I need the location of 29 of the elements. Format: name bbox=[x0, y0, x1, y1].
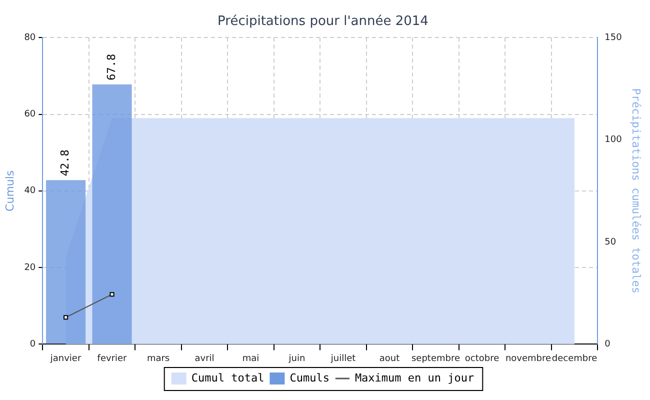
x-tick-label: juillet bbox=[330, 354, 356, 364]
legend-label: Maximum en un jour bbox=[354, 371, 475, 384]
y-tick-label: 20 bbox=[24, 262, 36, 273]
x-tick-label: juin bbox=[288, 354, 306, 364]
x-tick-label: decembre bbox=[552, 354, 598, 364]
y-axis-title: Cumuls bbox=[3, 170, 16, 212]
x-tick-label: octobre bbox=[464, 354, 500, 364]
legend-label: Cumul total bbox=[191, 371, 264, 384]
y2-tick-label: 100 bbox=[604, 135, 622, 146]
x-tick-label: septembre bbox=[411, 354, 460, 364]
y2-tick-label: 150 bbox=[604, 32, 622, 43]
data-label: 67.8 bbox=[104, 54, 118, 80]
data-label: 42.8 bbox=[58, 150, 72, 176]
y-tick-label: 0 bbox=[30, 340, 36, 350]
y2-tick-label: 0 bbox=[604, 340, 611, 350]
x-tick-label: avril bbox=[194, 354, 214, 364]
y2-axis-title: Précipitations cumulées totales bbox=[630, 88, 643, 294]
legend-label: Cumuls bbox=[290, 371, 330, 384]
y-tick-label: 60 bbox=[24, 110, 36, 120]
y-tick-label: 80 bbox=[24, 32, 36, 43]
x-tick-label: mai bbox=[242, 354, 260, 364]
x-tick-label: fevrier bbox=[97, 354, 128, 364]
x-tick-label: janvier bbox=[49, 354, 82, 364]
x-tick-label: aout bbox=[379, 354, 400, 364]
y2-tick-label: 50 bbox=[604, 237, 616, 248]
chart-title: Précipitations pour l'année 2014 bbox=[218, 14, 428, 30]
y-tick-label: 40 bbox=[24, 186, 36, 196]
x-tick-label: mars bbox=[146, 354, 170, 364]
x-tick-label: novembre bbox=[505, 354, 552, 364]
